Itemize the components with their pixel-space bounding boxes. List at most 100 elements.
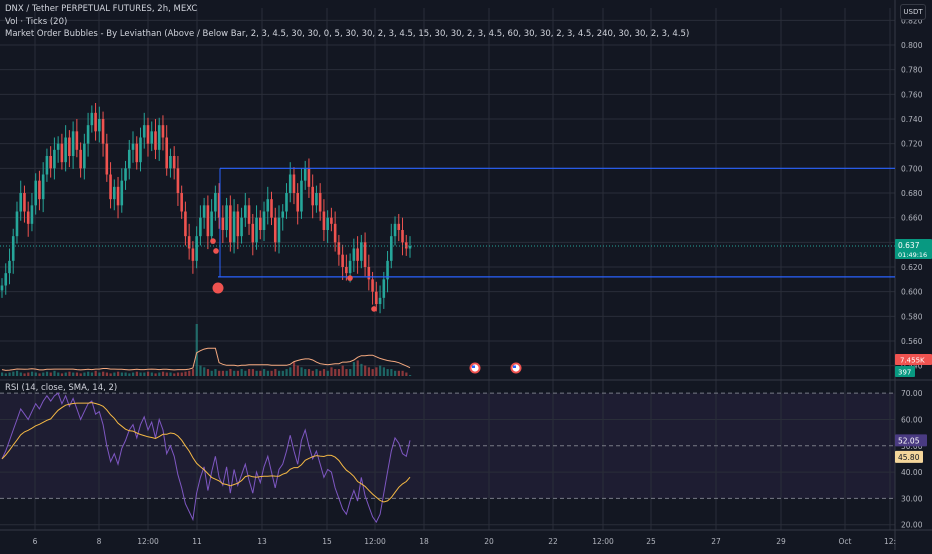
price-tick-label: 0.560 bbox=[901, 337, 923, 346]
volume-bar bbox=[169, 372, 172, 376]
price-tick-label: 0.620 bbox=[901, 263, 923, 272]
candle-body bbox=[315, 193, 318, 206]
time-tick-label: 12:00 bbox=[592, 537, 614, 546]
candle-body bbox=[165, 137, 168, 169]
bubbles-indicator-title[interactable]: Market Order Bubbles - By Leviathan (Abo… bbox=[5, 29, 690, 39]
volume-bar bbox=[266, 370, 269, 376]
time-tick-label: 11 bbox=[192, 537, 202, 546]
volume-bar bbox=[397, 370, 400, 376]
candle-body bbox=[221, 217, 225, 230]
volume-bar bbox=[345, 369, 348, 376]
volume-bar bbox=[225, 370, 228, 376]
volume-ma-label: 7.455K bbox=[900, 357, 925, 365]
candle-body bbox=[11, 236, 15, 261]
candle-body bbox=[217, 193, 221, 218]
candle-body bbox=[244, 205, 247, 218]
candle-body bbox=[214, 193, 217, 212]
volume-bar bbox=[173, 373, 176, 376]
volume-bar bbox=[109, 373, 112, 376]
candle-body bbox=[251, 223, 255, 243]
price-tick-label: 0.600 bbox=[901, 288, 923, 297]
volume-bar bbox=[105, 372, 109, 376]
rsi-tick-label: 70.00 bbox=[901, 389, 923, 398]
candle-body bbox=[266, 199, 270, 212]
volume-bar bbox=[12, 371, 15, 376]
volume-bar bbox=[277, 370, 281, 376]
volume-bar bbox=[94, 370, 97, 376]
time-tick-label: 6 bbox=[33, 537, 38, 546]
volume-bar bbox=[218, 370, 221, 376]
candle-body bbox=[109, 174, 112, 200]
candle-body bbox=[45, 156, 49, 175]
volume-bar bbox=[326, 370, 329, 376]
rsi-indicator-title[interactable]: RSI (14, close, SMA, 14, 2) bbox=[5, 383, 118, 393]
candle-body bbox=[105, 143, 109, 175]
volume-bar bbox=[304, 369, 307, 376]
volume-bar bbox=[113, 372, 116, 376]
candle-body bbox=[270, 199, 273, 218]
volume-bar bbox=[53, 370, 56, 376]
rsi-tick-label: 60.00 bbox=[901, 415, 923, 424]
volume-bar bbox=[203, 367, 206, 376]
price-tick-label: 0.740 bbox=[901, 115, 923, 124]
volume-series bbox=[1, 324, 412, 376]
volume-bar bbox=[349, 369, 352, 376]
candle-body bbox=[60, 143, 64, 163]
candle-body bbox=[225, 205, 228, 230]
symbol-title[interactable]: DNX / Tether PERPETUAL FUTURES, 2h, MEXC bbox=[5, 4, 198, 14]
time-tick-label: 12: bbox=[884, 537, 896, 546]
volume-bar bbox=[390, 369, 393, 376]
volume-bar bbox=[132, 372, 135, 376]
currency-button[interactable]: USDT bbox=[900, 4, 926, 20]
volume-bar bbox=[244, 370, 247, 376]
rsi-ma-line bbox=[1, 402, 411, 503]
candle-body bbox=[26, 211, 30, 224]
volume-bar bbox=[296, 365, 299, 376]
candle-body bbox=[83, 143, 86, 169]
volume-bar bbox=[180, 372, 183, 376]
candle-body bbox=[180, 193, 183, 212]
candle-body bbox=[330, 217, 333, 224]
volume-bar bbox=[90, 372, 94, 376]
volume-ma-line bbox=[1, 347, 411, 371]
candle-body bbox=[15, 211, 19, 237]
candle-body bbox=[300, 180, 303, 212]
candle-body bbox=[53, 149, 56, 169]
candle-body bbox=[38, 180, 41, 200]
candle-body bbox=[41, 174, 45, 200]
volume-bar bbox=[364, 365, 367, 376]
candle-body bbox=[101, 119, 105, 144]
time-tick-label: 27 bbox=[711, 537, 721, 546]
candle-body bbox=[131, 143, 135, 150]
time-tick-label: 15 bbox=[322, 537, 332, 546]
candle-body bbox=[337, 242, 341, 255]
candle-body bbox=[382, 279, 386, 298]
volume-bar bbox=[38, 373, 41, 376]
volume-bar bbox=[98, 372, 101, 376]
candle-body bbox=[378, 297, 382, 304]
candle-body bbox=[68, 137, 71, 156]
candle-body bbox=[288, 174, 292, 193]
candle-body bbox=[206, 205, 210, 237]
candle-body bbox=[199, 217, 202, 237]
time-tick-label: 8 bbox=[97, 537, 102, 546]
last-price-label: 0.637 bbox=[898, 241, 920, 250]
candle-body bbox=[258, 217, 262, 230]
volume-bar bbox=[337, 369, 341, 376]
volume-bar bbox=[360, 363, 363, 376]
volume-bar bbox=[394, 370, 397, 376]
rsi-line bbox=[1, 392, 411, 524]
candle-body bbox=[229, 205, 232, 243]
candle-body bbox=[281, 211, 285, 218]
volume-bar bbox=[45, 371, 49, 376]
candle-body bbox=[356, 248, 359, 261]
candle-body bbox=[71, 131, 75, 156]
volume-bar bbox=[135, 371, 138, 376]
candle-body bbox=[236, 211, 240, 237]
price-tick-label: 0.820 bbox=[901, 16, 923, 25]
volume-bar bbox=[259, 370, 262, 376]
volume-indicator-title[interactable]: Vol · Ticks (20) bbox=[5, 17, 68, 27]
candle-body bbox=[307, 168, 311, 187]
